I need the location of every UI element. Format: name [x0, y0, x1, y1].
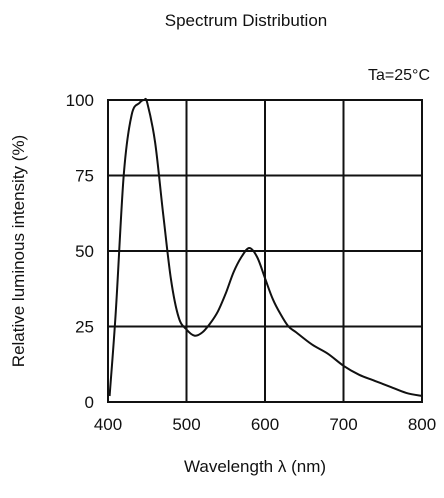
y-tick-label: 0 [85, 393, 94, 412]
grid [108, 100, 422, 402]
x-tick-label: 800 [408, 415, 436, 434]
y-tick-label: 100 [66, 91, 94, 110]
x-tick-label: 400 [94, 415, 122, 434]
x-tick-labels: 400 500 600 700 800 [94, 415, 436, 434]
spectrum-line [108, 97, 423, 397]
x-axis-label: Wavelength λ (nm) [184, 457, 326, 476]
y-tick-label: 25 [75, 318, 94, 337]
chart-title: Spectrum Distribution [165, 11, 328, 30]
y-tick-labels: 0 25 50 75 100 [66, 91, 94, 412]
x-tick-label: 700 [329, 415, 357, 434]
series [108, 97, 423, 397]
y-axis-label: Relative luminous intensity (%) [9, 135, 28, 367]
plot-frame [107, 99, 423, 403]
y-tick-label: 75 [75, 167, 94, 186]
y-tick-label: 50 [75, 242, 94, 261]
x-tick-label: 600 [251, 415, 279, 434]
x-tick-label: 500 [172, 415, 200, 434]
temperature-annotation: Ta=25°C [368, 67, 430, 84]
